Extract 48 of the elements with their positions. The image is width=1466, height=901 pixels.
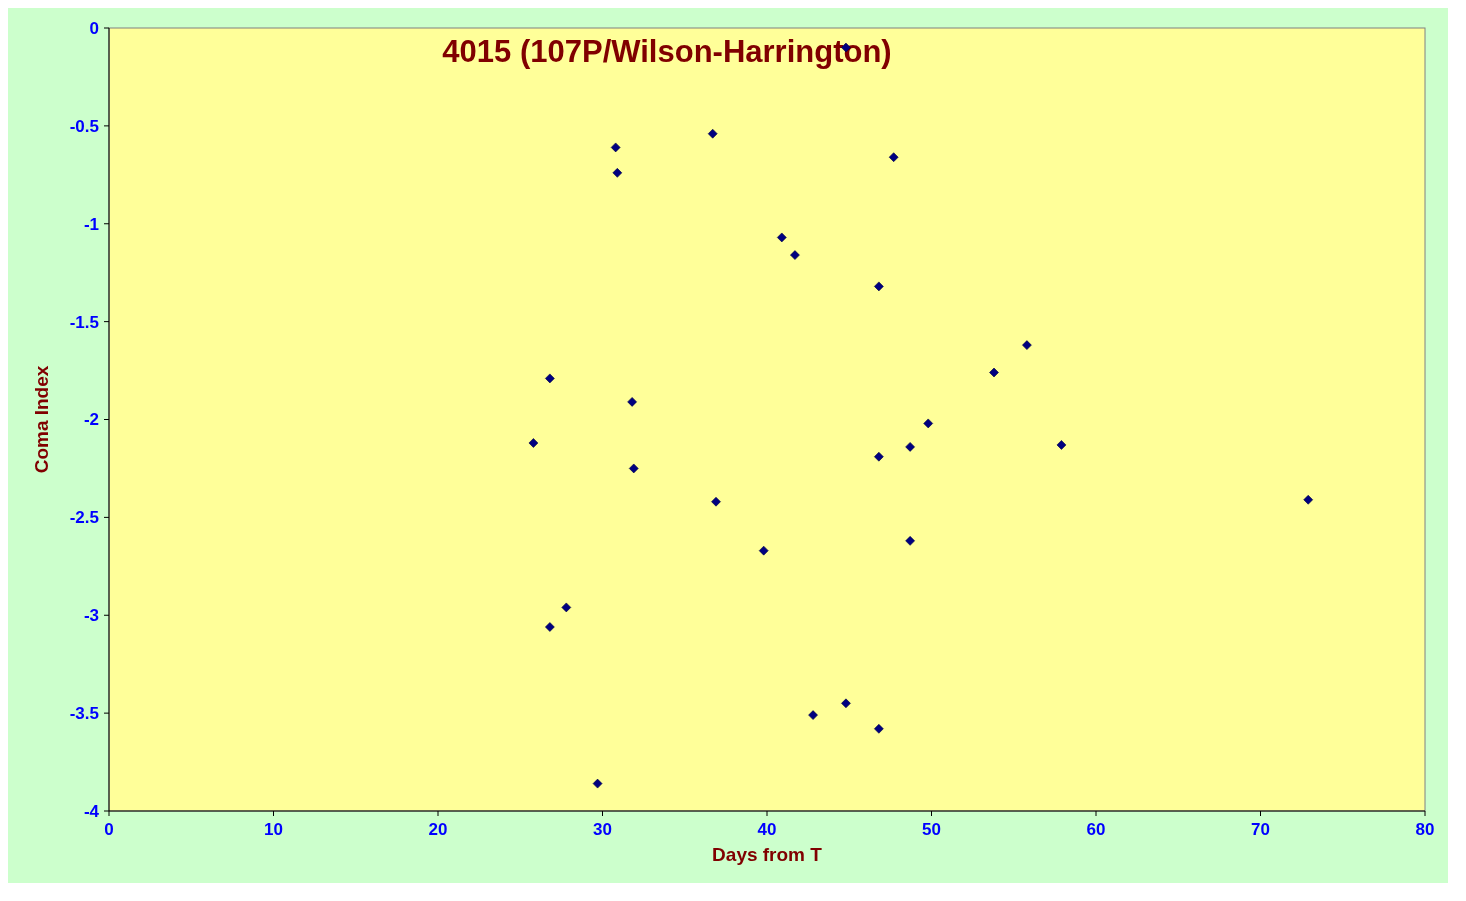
point bbox=[874, 281, 884, 292]
point bbox=[874, 723, 884, 734]
point bbox=[989, 367, 999, 378]
x-tick-label: 70 bbox=[1251, 820, 1270, 839]
point bbox=[545, 373, 555, 384]
x-tick-label: 10 bbox=[264, 820, 283, 839]
point bbox=[841, 698, 851, 709]
x-tick-label: 20 bbox=[428, 820, 448, 839]
point bbox=[610, 142, 621, 153]
x-tick-label: 80 bbox=[1415, 820, 1435, 839]
point bbox=[561, 602, 572, 613]
point bbox=[711, 496, 721, 507]
x-tick-label: 50 bbox=[922, 820, 941, 839]
y-tick-label: -4 bbox=[83, 801, 100, 821]
x-tick-label: 60 bbox=[1086, 820, 1106, 839]
y-axis-title: Coma Index bbox=[31, 365, 52, 474]
point bbox=[790, 250, 800, 260]
point bbox=[923, 418, 934, 429]
x-axis-title: Days from T bbox=[712, 844, 823, 865]
y-tick-label: -2 bbox=[83, 410, 99, 430]
point bbox=[808, 710, 818, 720]
point bbox=[707, 128, 718, 139]
point bbox=[1303, 494, 1314, 505]
point bbox=[545, 622, 555, 632]
point bbox=[874, 451, 884, 462]
y-tick-label: -1.5 bbox=[69, 312, 99, 332]
x-tick-label: 30 bbox=[593, 820, 612, 839]
y-tick-label: -0.5 bbox=[69, 116, 99, 136]
point bbox=[612, 168, 623, 178]
point bbox=[905, 536, 915, 546]
point bbox=[777, 232, 787, 243]
x-tick-label: 0 bbox=[104, 820, 114, 839]
point bbox=[627, 397, 637, 407]
y-tick-label: -1 bbox=[83, 214, 99, 234]
y-tick-label: -2.5 bbox=[69, 508, 99, 528]
point bbox=[905, 442, 915, 452]
chart-title: 4015 (107P/Wilson-Harrington) bbox=[442, 34, 892, 69]
y-tick-label: -3.5 bbox=[69, 704, 99, 724]
point bbox=[1056, 440, 1067, 450]
point bbox=[528, 438, 539, 448]
point bbox=[592, 778, 603, 789]
point bbox=[758, 545, 769, 556]
x-tick-label: 40 bbox=[757, 820, 777, 839]
point bbox=[888, 152, 899, 162]
point bbox=[628, 463, 639, 474]
y-tick-label: -3 bbox=[83, 606, 99, 626]
y-tick-label: 0 bbox=[89, 18, 99, 38]
point bbox=[1022, 340, 1032, 350]
